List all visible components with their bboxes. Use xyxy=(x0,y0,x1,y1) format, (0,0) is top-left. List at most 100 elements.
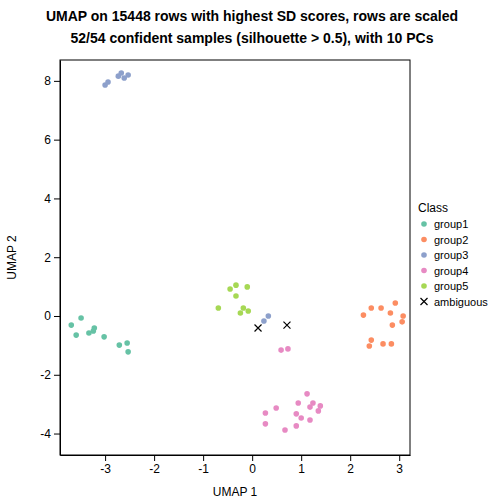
x-tick-mark xyxy=(350,455,351,461)
point xyxy=(216,305,222,311)
y-tick-mark xyxy=(54,316,60,317)
x-tick-mark xyxy=(105,455,106,461)
subtitle: 52/54 confident samples (silhouette > 0.… xyxy=(71,30,434,46)
y-tick-mark xyxy=(54,81,60,82)
x-tick: 0 xyxy=(249,455,256,476)
point xyxy=(117,342,123,348)
point xyxy=(241,305,247,311)
y-tick: 8 xyxy=(44,74,60,88)
x-tick-mark xyxy=(252,455,253,461)
point xyxy=(263,410,269,416)
x-axis-line xyxy=(61,455,411,456)
x-tick-mark xyxy=(154,455,155,461)
point xyxy=(307,417,313,423)
x-tick-label: -1 xyxy=(198,462,209,476)
point xyxy=(304,391,310,397)
x-tick-label: 1 xyxy=(298,462,305,476)
point xyxy=(244,284,250,290)
y-tick-label: 0 xyxy=(44,309,51,323)
legend-label: group3 xyxy=(434,249,468,261)
x-tick-mark xyxy=(301,455,302,461)
y-tick-mark xyxy=(54,198,60,199)
x-tick: -2 xyxy=(149,455,160,476)
legend-symbol xyxy=(421,221,427,227)
x-tick: -1 xyxy=(198,455,209,476)
point xyxy=(310,400,316,406)
point xyxy=(283,322,290,329)
y-axis-title: UMAP 2 xyxy=(5,235,19,280)
point xyxy=(293,423,299,429)
point xyxy=(125,72,131,78)
legend-label: group4 xyxy=(434,265,468,277)
y-tick-mark xyxy=(54,375,60,376)
y-tick: 4 xyxy=(44,192,60,206)
point xyxy=(124,340,130,346)
point xyxy=(390,322,396,328)
point xyxy=(368,305,374,311)
legend-label: group5 xyxy=(434,280,468,292)
point xyxy=(380,341,386,347)
point xyxy=(118,70,124,76)
legend-label: ambiguous xyxy=(434,296,488,308)
point xyxy=(368,337,374,343)
point xyxy=(91,328,97,334)
y-tick-label: -4 xyxy=(40,427,51,441)
point xyxy=(78,315,84,321)
point xyxy=(101,334,107,340)
point xyxy=(227,286,233,292)
point xyxy=(266,313,272,319)
point xyxy=(278,347,284,353)
legend-label: group1 xyxy=(434,218,468,230)
point xyxy=(298,415,304,421)
x-tick-label: -2 xyxy=(149,462,160,476)
legend-symbol xyxy=(421,268,427,274)
y-tick-mark xyxy=(54,257,60,258)
x-axis: -3-2-10123 xyxy=(61,455,411,476)
y-tick: -4 xyxy=(40,427,60,441)
legend-symbol xyxy=(421,298,428,305)
point xyxy=(378,305,384,311)
point xyxy=(392,300,398,306)
y-tick: 0 xyxy=(44,309,60,323)
point xyxy=(295,400,301,406)
point xyxy=(293,411,299,417)
y-tick-label: 2 xyxy=(44,251,51,265)
legend-symbol xyxy=(421,237,427,243)
y-tick: 6 xyxy=(44,133,60,147)
point xyxy=(233,293,239,299)
x-tick: -3 xyxy=(100,455,111,476)
point xyxy=(245,308,251,314)
point xyxy=(361,312,367,318)
point xyxy=(263,421,269,427)
point xyxy=(68,322,74,328)
x-tick-label: 0 xyxy=(249,462,256,476)
y-tick-mark xyxy=(54,434,60,435)
point xyxy=(367,343,373,349)
point xyxy=(73,332,79,338)
point xyxy=(285,346,291,352)
point xyxy=(261,318,267,324)
y-axis: -4 -2 0 2 4 6 8 xyxy=(40,61,60,456)
y-tick-label: 6 xyxy=(44,133,51,147)
legend-label: group2 xyxy=(434,234,468,246)
point xyxy=(317,403,323,409)
y-tick-label: 4 xyxy=(44,192,51,206)
x-tick-mark xyxy=(203,455,204,461)
point xyxy=(388,310,394,316)
y-tick-label: -2 xyxy=(40,368,51,382)
y-tick: -2 xyxy=(40,368,60,382)
x-tick: 3 xyxy=(396,455,403,476)
x-tick-label: -3 xyxy=(100,462,111,476)
point xyxy=(389,341,395,347)
legend-symbol xyxy=(421,252,427,258)
legend: Classgroup1group2group3group4group5ambig… xyxy=(418,201,488,308)
point xyxy=(238,310,244,316)
chart: UMAP on 15448 rows with highest SD score… xyxy=(0,0,504,504)
plot-frame xyxy=(60,60,410,455)
points xyxy=(68,70,405,433)
x-tick-mark xyxy=(399,455,400,461)
point xyxy=(105,79,111,85)
point xyxy=(282,427,288,433)
point xyxy=(316,408,322,414)
title: UMAP on 15448 rows with highest SD score… xyxy=(46,8,458,24)
